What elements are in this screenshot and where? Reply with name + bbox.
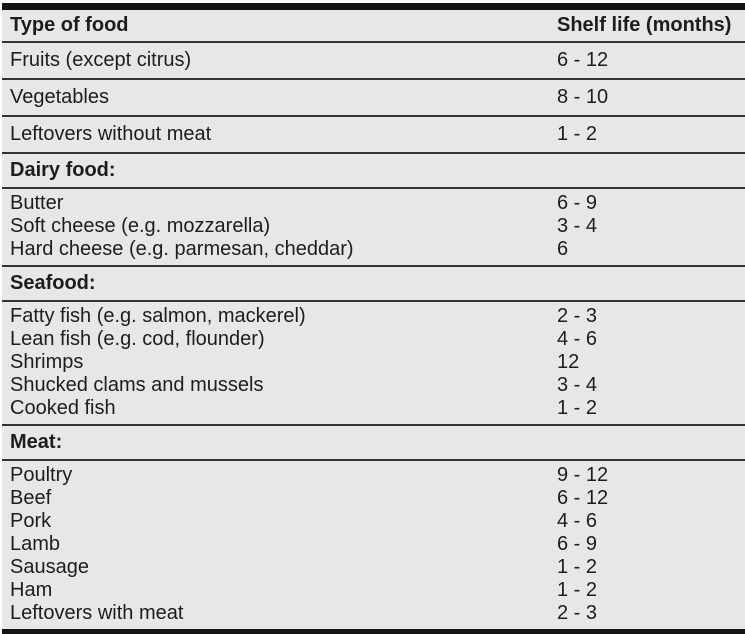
shelf-life-cell: 1 - 2 bbox=[557, 556, 598, 578]
shelf-life-cell: 6 bbox=[557, 238, 569, 260]
column-header-shelf-life: Shelf life (months) bbox=[557, 14, 732, 36]
table-row: Ham 1 - 2 bbox=[2, 579, 745, 602]
table-row: Shrimps 12 bbox=[2, 351, 745, 374]
shelf-life-cell: 9 - 12 bbox=[557, 464, 609, 486]
table-row: Vegetables 8 - 10 bbox=[2, 78, 745, 115]
table-top-border bbox=[2, 3, 745, 10]
food-cell: Cooked fish bbox=[10, 397, 116, 419]
shelf-life-cell: 2 - 3 bbox=[557, 602, 598, 624]
section-row: Seafood: bbox=[2, 265, 745, 300]
shelf-life-cell: 2 - 3 bbox=[557, 305, 598, 327]
table-row: Soft cheese (e.g. mozzarella) 3 - 4 bbox=[2, 215, 745, 238]
food-cell: Hard cheese (e.g. parmesan, cheddar) bbox=[10, 238, 354, 260]
food-cell: Pork bbox=[10, 510, 52, 532]
shelf-life-table: Type of food Shelf life (months) Fruits … bbox=[2, 3, 745, 634]
food-cell: Shucked clams and mussels bbox=[10, 374, 264, 396]
food-cell: Sausage bbox=[10, 556, 89, 578]
table-row: Fruits (except citrus) 6 - 12 bbox=[2, 41, 745, 78]
shelf-life-cell: 1 - 2 bbox=[557, 579, 598, 601]
table-row: Cooked fish 1 - 2 bbox=[2, 397, 745, 420]
shelf-life-cell: 4 - 6 bbox=[557, 328, 598, 350]
food-cell: Ham bbox=[10, 579, 53, 601]
table-body: Fruits (except citrus) 6 - 12 Vegetables 8 … bbox=[2, 41, 745, 629]
table-row: Beef 6 - 12 bbox=[2, 487, 745, 510]
shelf-life-cell: 3 - 4 bbox=[557, 374, 598, 396]
table-row: Shucked clams and mussels 3 - 4 bbox=[2, 374, 745, 397]
section-label: Seafood: bbox=[10, 272, 96, 294]
column-header-food: Type of food bbox=[10, 14, 129, 36]
section-row: Dairy food: bbox=[2, 152, 745, 187]
shelf-life-cell: 6 - 12 bbox=[557, 49, 609, 71]
shelf-life-cell: 8 - 10 bbox=[557, 86, 609, 108]
shelf-life-cell: 6 - 9 bbox=[557, 192, 598, 214]
section-label: Dairy food: bbox=[10, 159, 116, 181]
table-header-row: Type of food Shelf life (months) bbox=[2, 10, 745, 41]
table-row: Lean fish (e.g. cod, flounder) 4 - 6 bbox=[2, 328, 745, 351]
food-cell: Fruits (except citrus) bbox=[10, 49, 192, 71]
section-label: Meat: bbox=[10, 431, 63, 453]
shelf-life-cell: 4 - 6 bbox=[557, 510, 598, 532]
table-row: Butter 6 - 9 bbox=[2, 192, 745, 215]
shelf-life-cell: 1 - 2 bbox=[557, 123, 598, 145]
table-bottom-border bbox=[2, 629, 745, 634]
section-row: Meat: bbox=[2, 424, 745, 459]
table-row: Poultry 9 - 12 bbox=[2, 464, 745, 487]
shelf-life-cell: 6 - 12 bbox=[557, 487, 609, 509]
table-row: Leftovers with meat 2 - 3 bbox=[2, 602, 745, 625]
table-row: Fatty fish (e.g. salmon, mackerel) 2 - 3 bbox=[2, 305, 745, 328]
shelf-life-cell: 12 bbox=[557, 351, 580, 373]
table-row: Sausage 1 - 2 bbox=[2, 556, 745, 579]
food-cell: Leftovers without meat bbox=[10, 123, 212, 145]
shelf-life-cell: 6 - 9 bbox=[557, 533, 598, 555]
table-row: Lamb 6 - 9 bbox=[2, 533, 745, 556]
food-cell: Vegetables bbox=[10, 86, 109, 108]
food-cell: Shrimps bbox=[10, 351, 84, 373]
shelf-life-cell: 3 - 4 bbox=[557, 215, 598, 237]
food-cell: Soft cheese (e.g. mozzarella) bbox=[10, 215, 271, 237]
table-row-group: Butter 6 - 9 Soft cheese (e.g. mozzarella)… bbox=[2, 187, 745, 265]
table-row: Leftovers without meat 1 - 2 bbox=[2, 115, 745, 152]
food-cell: Poultry bbox=[10, 464, 73, 486]
table-row-group: Poultry 9 - 12 Beef 6 - 12 Pork 4 - 6 Lamb 6 - … bbox=[2, 459, 745, 629]
shelf-life-cell: 1 - 2 bbox=[557, 397, 598, 419]
food-cell: Beef bbox=[10, 487, 52, 509]
food-cell: Lamb bbox=[10, 533, 61, 555]
food-cell: Leftovers with meat bbox=[10, 602, 184, 624]
food-cell: Lean fish (e.g. cod, flounder) bbox=[10, 328, 265, 350]
food-cell: Fatty fish (e.g. salmon, mackerel) bbox=[10, 305, 306, 327]
table-row: Pork 4 - 6 bbox=[2, 510, 745, 533]
table-row: Hard cheese (e.g. parmesan, cheddar) 6 bbox=[2, 238, 745, 261]
food-cell: Butter bbox=[10, 192, 64, 214]
